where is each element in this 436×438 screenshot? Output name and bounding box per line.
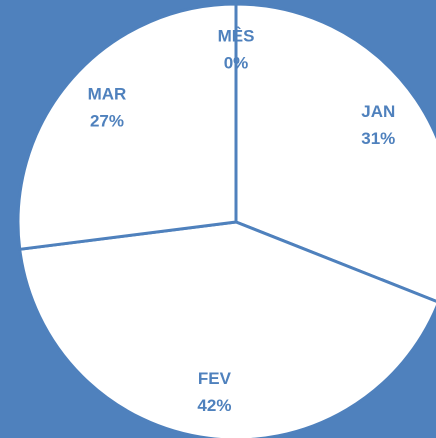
slice-value-label: 27%	[90, 112, 124, 131]
slice-category-label: MAR	[88, 85, 127, 104]
pie-slice	[18, 220, 436, 438]
slice-value-label: 31%	[361, 129, 395, 148]
pie-slice	[234, 2, 436, 303]
slice-category-label: FEV	[198, 369, 232, 388]
slice-value-label: 0%	[224, 53, 249, 72]
pie-slice	[16, 2, 238, 251]
slice-category-label: MÊS	[218, 26, 255, 45]
slice-category-label: JAN	[361, 102, 395, 121]
slice-value-label: 42%	[197, 396, 231, 415]
